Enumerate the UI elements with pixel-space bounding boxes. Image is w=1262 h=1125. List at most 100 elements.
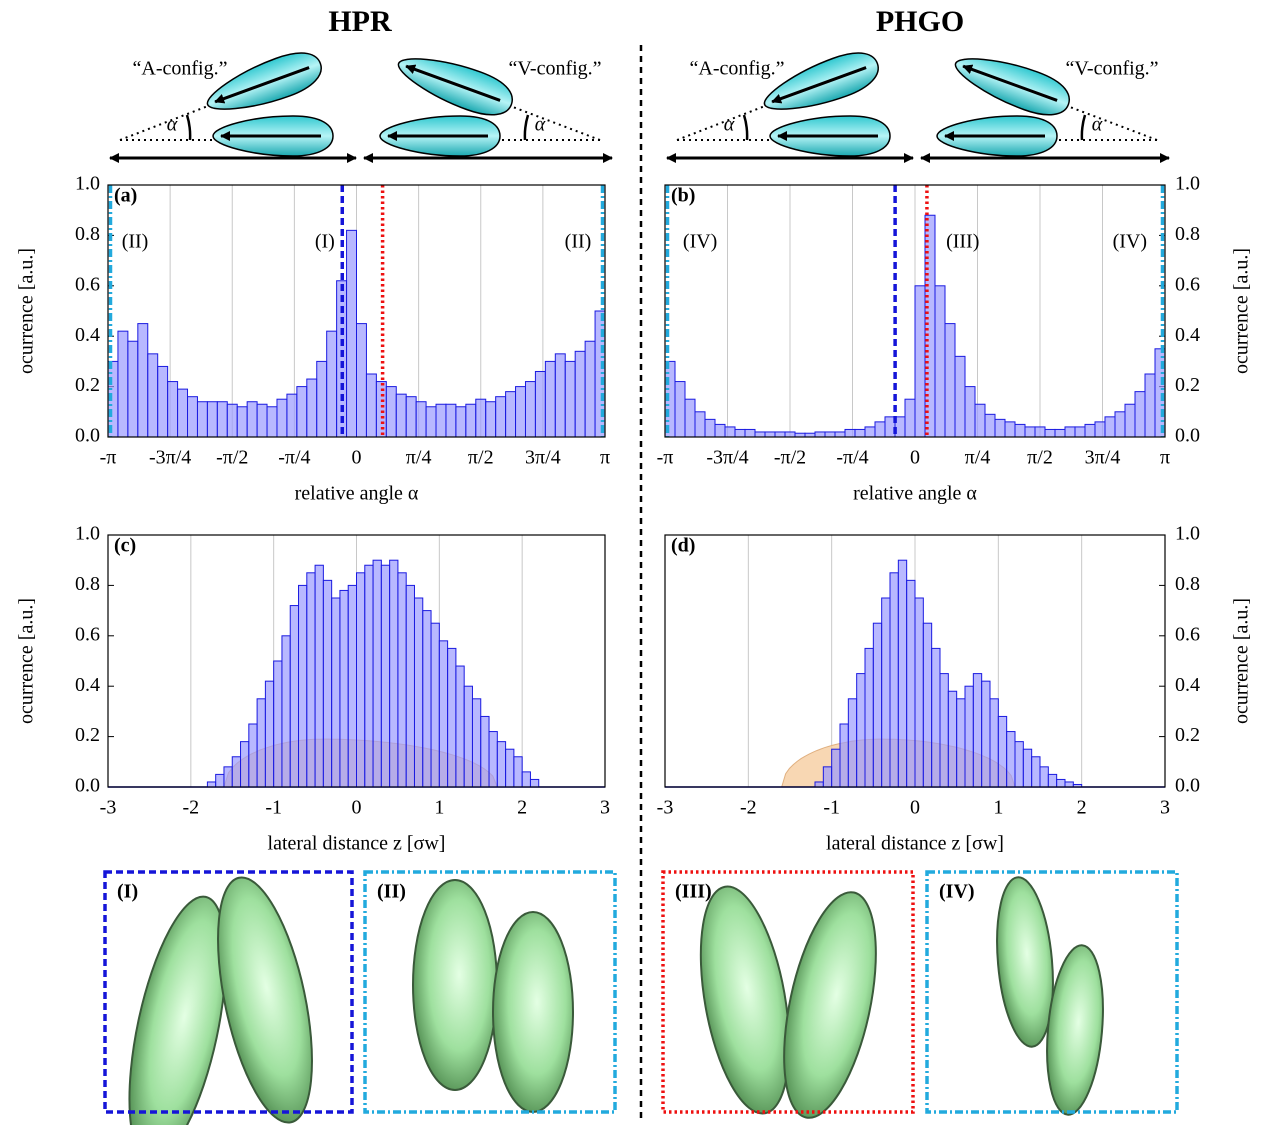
bar bbox=[964, 685, 974, 788]
bar bbox=[944, 323, 956, 438]
bar bbox=[167, 381, 179, 438]
y-tick-label: 1.0 bbox=[1175, 523, 1200, 545]
x-tick-label: 1 bbox=[434, 797, 444, 819]
bar bbox=[322, 579, 333, 788]
inset-label: (II) bbox=[377, 881, 406, 903]
bar bbox=[822, 766, 833, 788]
bar bbox=[864, 647, 874, 788]
bar bbox=[465, 403, 477, 438]
x-tick-label: π bbox=[600, 447, 610, 469]
bar bbox=[339, 589, 349, 788]
bar bbox=[754, 431, 766, 438]
bar bbox=[956, 698, 966, 788]
y-tick-label: 0.4 bbox=[1175, 674, 1200, 696]
bar bbox=[117, 330, 129, 438]
bar bbox=[1006, 731, 1016, 788]
bar bbox=[814, 431, 826, 438]
bar bbox=[488, 731, 498, 788]
ellipsoids bbox=[128, 876, 1104, 1125]
plot-frame bbox=[664, 534, 1166, 788]
bar bbox=[405, 584, 415, 788]
bar bbox=[137, 323, 149, 438]
x-tick-label: 3 bbox=[1160, 797, 1170, 819]
bar bbox=[127, 340, 139, 438]
bar bbox=[216, 401, 228, 438]
bar bbox=[774, 431, 786, 438]
bar bbox=[480, 715, 490, 788]
v-config-label: “V-config.” bbox=[1065, 58, 1158, 80]
x-tick-label: 3π/4 bbox=[1085, 447, 1121, 469]
bar bbox=[981, 680, 991, 788]
y-tick-label: 0.6 bbox=[1175, 273, 1200, 295]
bar bbox=[206, 781, 217, 788]
bar bbox=[534, 370, 546, 438]
bar bbox=[246, 401, 258, 438]
bar bbox=[157, 365, 169, 438]
bar bbox=[704, 418, 716, 438]
annotation: (II) bbox=[122, 231, 149, 253]
y-tick-label: 0.2 bbox=[1175, 724, 1200, 746]
bar bbox=[1056, 778, 1066, 788]
inset-frame bbox=[103, 870, 354, 1114]
bar bbox=[554, 353, 566, 438]
bar bbox=[425, 406, 437, 438]
a-config-label: “A-config.” bbox=[133, 58, 228, 80]
a-config-label: “A-config.” bbox=[690, 58, 785, 80]
bar bbox=[844, 428, 856, 438]
bar bbox=[834, 431, 846, 438]
x-tick-label: -π bbox=[657, 447, 674, 469]
x-tick-label: -π/2 bbox=[774, 447, 806, 469]
bar bbox=[906, 579, 916, 788]
bar bbox=[864, 426, 876, 438]
bar bbox=[1022, 748, 1033, 788]
x-tick-label: 3π/4 bbox=[525, 447, 561, 469]
bar bbox=[206, 401, 218, 438]
bar bbox=[1047, 773, 1058, 788]
bar bbox=[422, 610, 432, 788]
y-tick-label: 0.2 bbox=[75, 724, 100, 746]
bar bbox=[564, 360, 576, 438]
panel-label: (d) bbox=[671, 535, 695, 557]
x-tick-label: π/2 bbox=[1027, 447, 1053, 469]
bar bbox=[972, 673, 983, 788]
x-tick-label: π bbox=[1160, 447, 1170, 469]
alpha-label: α bbox=[535, 114, 546, 136]
bar bbox=[1134, 391, 1146, 438]
bar bbox=[147, 353, 159, 438]
x-tick-label: -2 bbox=[182, 797, 199, 819]
panel-label: (a) bbox=[114, 185, 137, 207]
y-tick-label: 0.0 bbox=[1175, 425, 1200, 447]
bar bbox=[273, 660, 283, 788]
v-config-label: “V-config.” bbox=[508, 58, 601, 80]
bar bbox=[1064, 426, 1076, 438]
bar bbox=[356, 572, 366, 788]
inset-frame bbox=[925, 870, 1179, 1114]
bar bbox=[326, 330, 338, 438]
bar bbox=[931, 647, 941, 788]
bar bbox=[236, 406, 248, 438]
bar bbox=[544, 360, 556, 438]
bar bbox=[347, 584, 358, 788]
bar bbox=[215, 773, 225, 788]
bar bbox=[413, 597, 424, 788]
bar bbox=[1034, 426, 1046, 438]
bar bbox=[306, 378, 318, 438]
bar bbox=[1064, 781, 1074, 788]
panel-label: (c) bbox=[114, 535, 136, 557]
bar bbox=[924, 214, 936, 438]
y-tick-label: 0.6 bbox=[1175, 623, 1200, 645]
bar bbox=[889, 572, 899, 788]
y-tick-label: 1.0 bbox=[75, 173, 100, 195]
bar bbox=[256, 698, 266, 788]
bar bbox=[984, 413, 996, 438]
y-axis-label: ocurrence [a.u.] bbox=[16, 248, 38, 374]
inset-frame bbox=[363, 870, 617, 1114]
bar bbox=[455, 665, 465, 788]
bar bbox=[521, 771, 531, 788]
bar bbox=[1084, 423, 1096, 438]
bar bbox=[1014, 741, 1024, 788]
x-tick-label: 0 bbox=[910, 447, 920, 469]
title-left: HPR bbox=[328, 5, 392, 38]
y-tick-label: 0.8 bbox=[75, 223, 100, 245]
bar bbox=[954, 355, 966, 438]
